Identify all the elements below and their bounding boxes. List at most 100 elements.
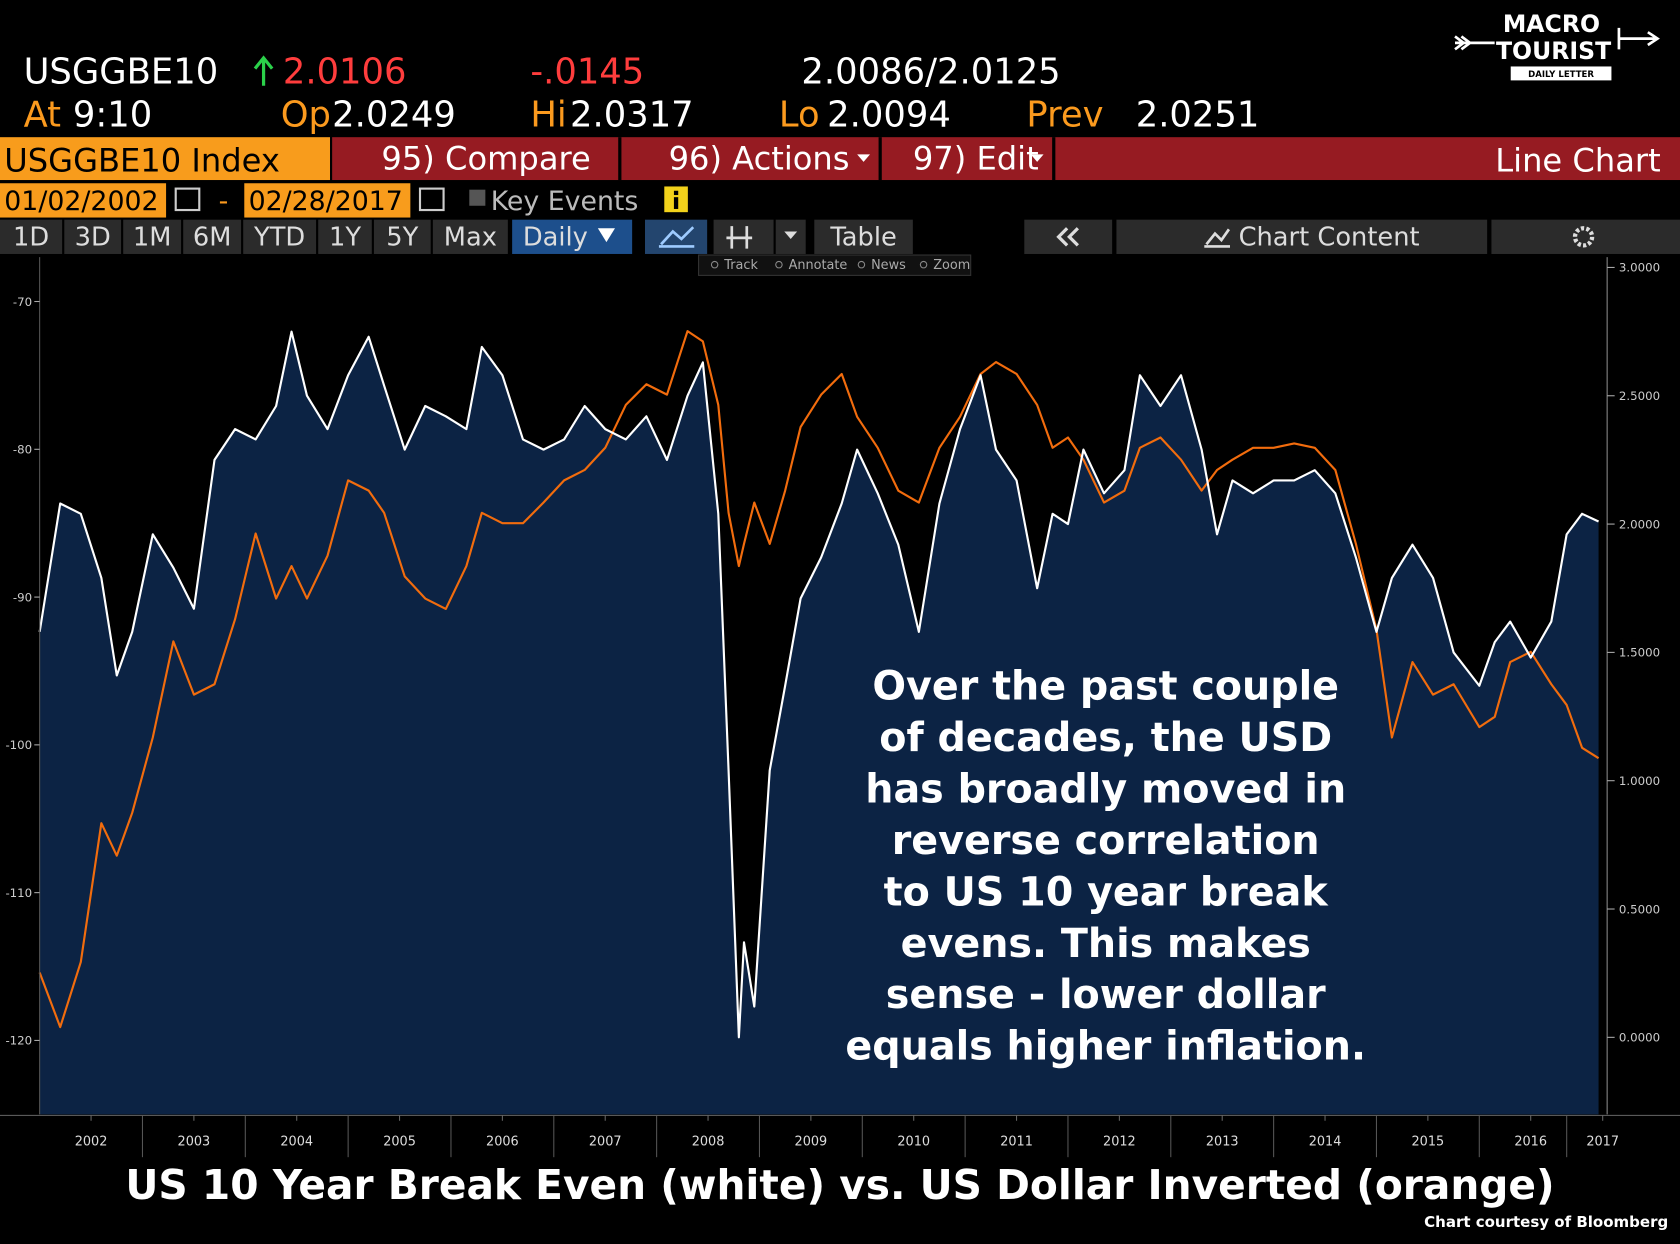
range-button[interactable] — [64, 219, 122, 254]
chart-content-button[interactable] — [1116, 219, 1488, 254]
y-tick-label: -70 — [13, 295, 32, 309]
date-box[interactable] — [244, 183, 411, 218]
info-glyph — [673, 197, 679, 209]
tool-label[interactable]: Annotate — [789, 258, 848, 273]
range-label[interactable]: 1Y — [329, 222, 361, 252]
x-tick-label: 2011 — [1000, 1134, 1033, 1149]
y2-tick-label: 3.0000 — [1619, 261, 1660, 275]
key-events[interactable]: Key Events — [491, 186, 639, 217]
y-tick-label: -80 — [13, 443, 32, 457]
annotation: reverse correlation — [892, 818, 1320, 864]
x-tick-label: 2008 — [692, 1134, 725, 1149]
series-line — [38, 330, 1600, 1029]
compare-button[interactable]: 95) Compare — [381, 139, 590, 177]
security[interactable]: USGGBE10 Index — [4, 141, 280, 179]
series-line — [38, 330, 1600, 1039]
range-bar: 1D 3D 1M 6M YTD 1Y 5Y Max — [0, 219, 508, 254]
chart-icon-button[interactable] — [645, 219, 708, 254]
checkbox[interactable] — [469, 189, 486, 206]
x-tick-label: 2016 — [1514, 1134, 1547, 1149]
gear-icon — [1572, 226, 1595, 248]
security-box[interactable] — [0, 137, 330, 181]
dropdown-arrow — [784, 231, 798, 239]
range-label[interactable]: 6M — [193, 222, 232, 252]
table-button[interactable] — [814, 219, 913, 254]
high: 2.0317 — [570, 94, 694, 135]
time: 9:10 — [73, 94, 152, 135]
x-tick-label: 2006 — [486, 1134, 519, 1149]
x-tick-label: 2017 — [1586, 1134, 1619, 1149]
source: Chart courtesy of Bloomberg — [1424, 1213, 1668, 1231]
tool-group: Track Annotate News Zoom — [710, 258, 970, 273]
y2-tick-label: 0.5000 — [1619, 902, 1660, 916]
range-button[interactable] — [318, 219, 372, 254]
y2-tick-label: 2.5000 — [1619, 389, 1660, 403]
y2-tick-label: 0.0000 — [1619, 1031, 1660, 1045]
annotation: to US 10 year break — [884, 869, 1330, 915]
x-tick-label: 2014 — [1309, 1134, 1342, 1149]
table[interactable]: Table — [829, 222, 896, 252]
end-date[interactable]: 02/28/2017 — [249, 186, 403, 217]
range-label[interactable]: 5Y — [386, 222, 418, 252]
range-button[interactable] — [373, 219, 431, 254]
period-button[interactable] — [512, 219, 633, 254]
y2-tick-label: 1.5000 — [1619, 646, 1660, 660]
last-price: 2.0106 — [283, 52, 407, 93]
dropdown-arrow — [1030, 154, 1044, 162]
logo-text: TOURIST — [1496, 37, 1611, 65]
prev-label: Prev — [1026, 94, 1103, 135]
range-button[interactable] — [0, 219, 63, 254]
range-button[interactable] — [183, 219, 242, 254]
range-label[interactable]: Max — [444, 222, 497, 252]
start-date[interactable]: 01/02/2002 — [4, 186, 158, 217]
x-tick-label: 2013 — [1206, 1134, 1239, 1149]
menu-bar — [332, 137, 1680, 181]
chart-title: US 10 Year Break Even (white) vs. US Dol… — [125, 1161, 1554, 1209]
range-button[interactable] — [123, 219, 182, 254]
settings-button[interactable] — [1491, 219, 1680, 254]
date-box[interactable] — [0, 183, 167, 218]
tool-label[interactable]: Zoom — [933, 258, 970, 273]
period[interactable]: Daily — [523, 222, 588, 252]
calendar-icon[interactable] — [418, 187, 445, 212]
logo-text: MACRO — [1503, 10, 1600, 38]
divider — [878, 137, 882, 181]
chart-content[interactable]: Chart Content — [1239, 222, 1420, 252]
range-label[interactable]: YTD — [253, 222, 305, 252]
tool-label[interactable]: News — [871, 258, 906, 273]
low-label: Lo — [779, 94, 820, 135]
x-tick-label: 2015 — [1412, 1134, 1445, 1149]
tool-icon — [710, 260, 719, 269]
area-fill — [39, 331, 1599, 1115]
chart-content-icon — [1204, 228, 1231, 248]
dropdown-arrow — [857, 154, 870, 162]
tool-label[interactable]: Track — [723, 258, 758, 273]
range-label[interactable]: 3D — [75, 222, 111, 252]
chart-icon — [658, 226, 695, 248]
edit-button[interactable]: 97) Edit — [913, 139, 1039, 177]
time-label: At — [24, 94, 62, 135]
range-button[interactable] — [432, 219, 508, 254]
x-tick-label: 2005 — [383, 1134, 416, 1149]
tool-icon — [919, 260, 928, 269]
range-label[interactable]: 1M — [133, 222, 172, 252]
open: 2.0249 — [332, 94, 456, 135]
dropdown-arrow — [597, 228, 615, 243]
bid-ask: 2.0086/2.0125 — [801, 52, 1060, 93]
range-button[interactable] — [243, 219, 317, 254]
logo-band — [1510, 66, 1612, 81]
mini-toolbar — [698, 254, 972, 276]
annotation: evens. This makes — [901, 921, 1311, 967]
annotation: Over the past couple — [872, 664, 1339, 710]
x-tick-label: 2003 — [178, 1134, 211, 1149]
annotation: sense - lower dollar — [886, 972, 1326, 1018]
range-label[interactable]: 1D — [13, 222, 49, 252]
net-change: -.0145 — [530, 52, 644, 93]
actions-button[interactable]: 96) Actions — [669, 139, 850, 177]
x-tick-label: 2002 — [75, 1134, 108, 1149]
calendar-icon[interactable] — [174, 187, 201, 212]
x-tick-label: 2004 — [280, 1134, 313, 1149]
chart-type[interactable]: Line Chart — [1495, 141, 1660, 179]
tool-icon — [726, 226, 753, 249]
